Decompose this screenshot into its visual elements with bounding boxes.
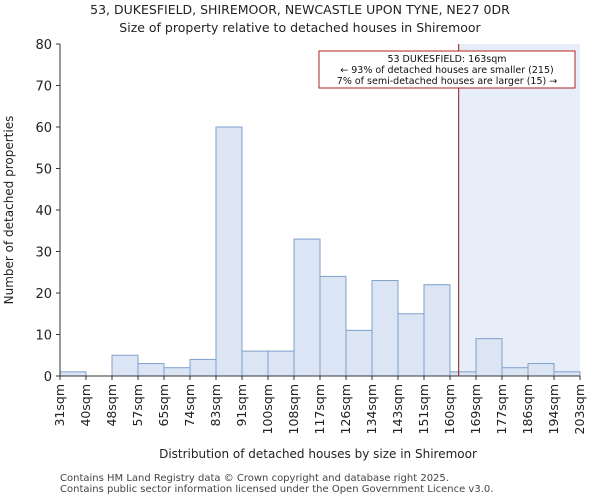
x-tick-label: 40sqm <box>78 384 93 427</box>
y-tick-label: 20 <box>35 287 52 302</box>
y-tick-label: 60 <box>35 121 52 136</box>
bar <box>345 329 373 377</box>
bar <box>553 371 581 377</box>
y-tick-label: 70 <box>35 80 52 95</box>
x-tick-label: 74sqm <box>182 384 197 427</box>
chart-title-address: 53, DUKESFIELD, SHIREMOOR, NEWCASTLE UPO… <box>90 2 510 17</box>
x-tick-label: 31sqm <box>52 384 67 427</box>
y-tick-label: 30 <box>35 246 52 261</box>
bar <box>293 238 321 377</box>
bar <box>215 126 243 377</box>
x-tick-label: 151sqm <box>416 384 431 434</box>
footer-copyright: Contains HM Land Registry data © Crown c… <box>60 473 449 484</box>
x-axis-label: Distribution of detached houses by size … <box>159 447 477 461</box>
x-tick-label: 65sqm <box>156 384 171 427</box>
x-tick-label: 186sqm <box>520 384 535 434</box>
x-tick-label: 48sqm <box>104 384 119 427</box>
y-axis-label: Number of detached properties <box>2 116 16 305</box>
x-tick-label: 108sqm <box>286 384 301 434</box>
x-tick-label: 194sqm <box>546 384 561 434</box>
x-tick-label: 203sqm <box>572 384 587 434</box>
x-tick-label: 83sqm <box>208 384 223 427</box>
annotation-line3: 7% of semi-detached houses are larger (1… <box>337 76 557 87</box>
x-tick-label: 134sqm <box>364 384 379 434</box>
chart-title: Size of property relative to detached ho… <box>119 20 481 35</box>
bar <box>267 350 295 377</box>
bar <box>501 367 529 377</box>
x-tick-label: 57sqm <box>130 384 145 427</box>
x-tick-label: 126sqm <box>338 384 353 434</box>
x-tick-label: 177sqm <box>494 384 509 434</box>
footer-licence: Contains public sector information licen… <box>60 484 494 495</box>
bar <box>241 350 269 377</box>
bar <box>397 313 425 377</box>
bar <box>371 280 399 377</box>
y-tick-label: 10 <box>35 329 52 344</box>
bar <box>137 363 165 377</box>
x-tick-label: 117sqm <box>312 384 327 434</box>
x-tick-label: 100sqm <box>260 384 275 434</box>
bar <box>59 371 87 377</box>
bar <box>475 338 503 377</box>
y-tick-label: 80 <box>35 38 52 53</box>
x-tick-label: 169sqm <box>468 384 483 434</box>
x-tick-label: 91sqm <box>234 384 249 427</box>
annotation-box <box>318 50 576 89</box>
bar <box>319 275 347 377</box>
bar <box>449 371 477 377</box>
x-tick-label: 143sqm <box>390 384 405 434</box>
bar <box>527 363 555 377</box>
y-tick-label: 40 <box>35 204 52 219</box>
bar <box>189 358 217 377</box>
y-tick-label: 0 <box>44 370 52 385</box>
annotation-line2: ← 93% of detached houses are smaller (21… <box>340 65 553 76</box>
y-tick-label: 50 <box>35 163 52 178</box>
larger-region-shade <box>458 44 580 376</box>
x-tick-label: 160sqm <box>442 384 457 434</box>
bar <box>423 284 451 377</box>
bar <box>111 354 139 377</box>
bar <box>163 367 191 377</box>
annotation-line1: 53 DUKESFIELD: 163sqm <box>387 54 506 65</box>
